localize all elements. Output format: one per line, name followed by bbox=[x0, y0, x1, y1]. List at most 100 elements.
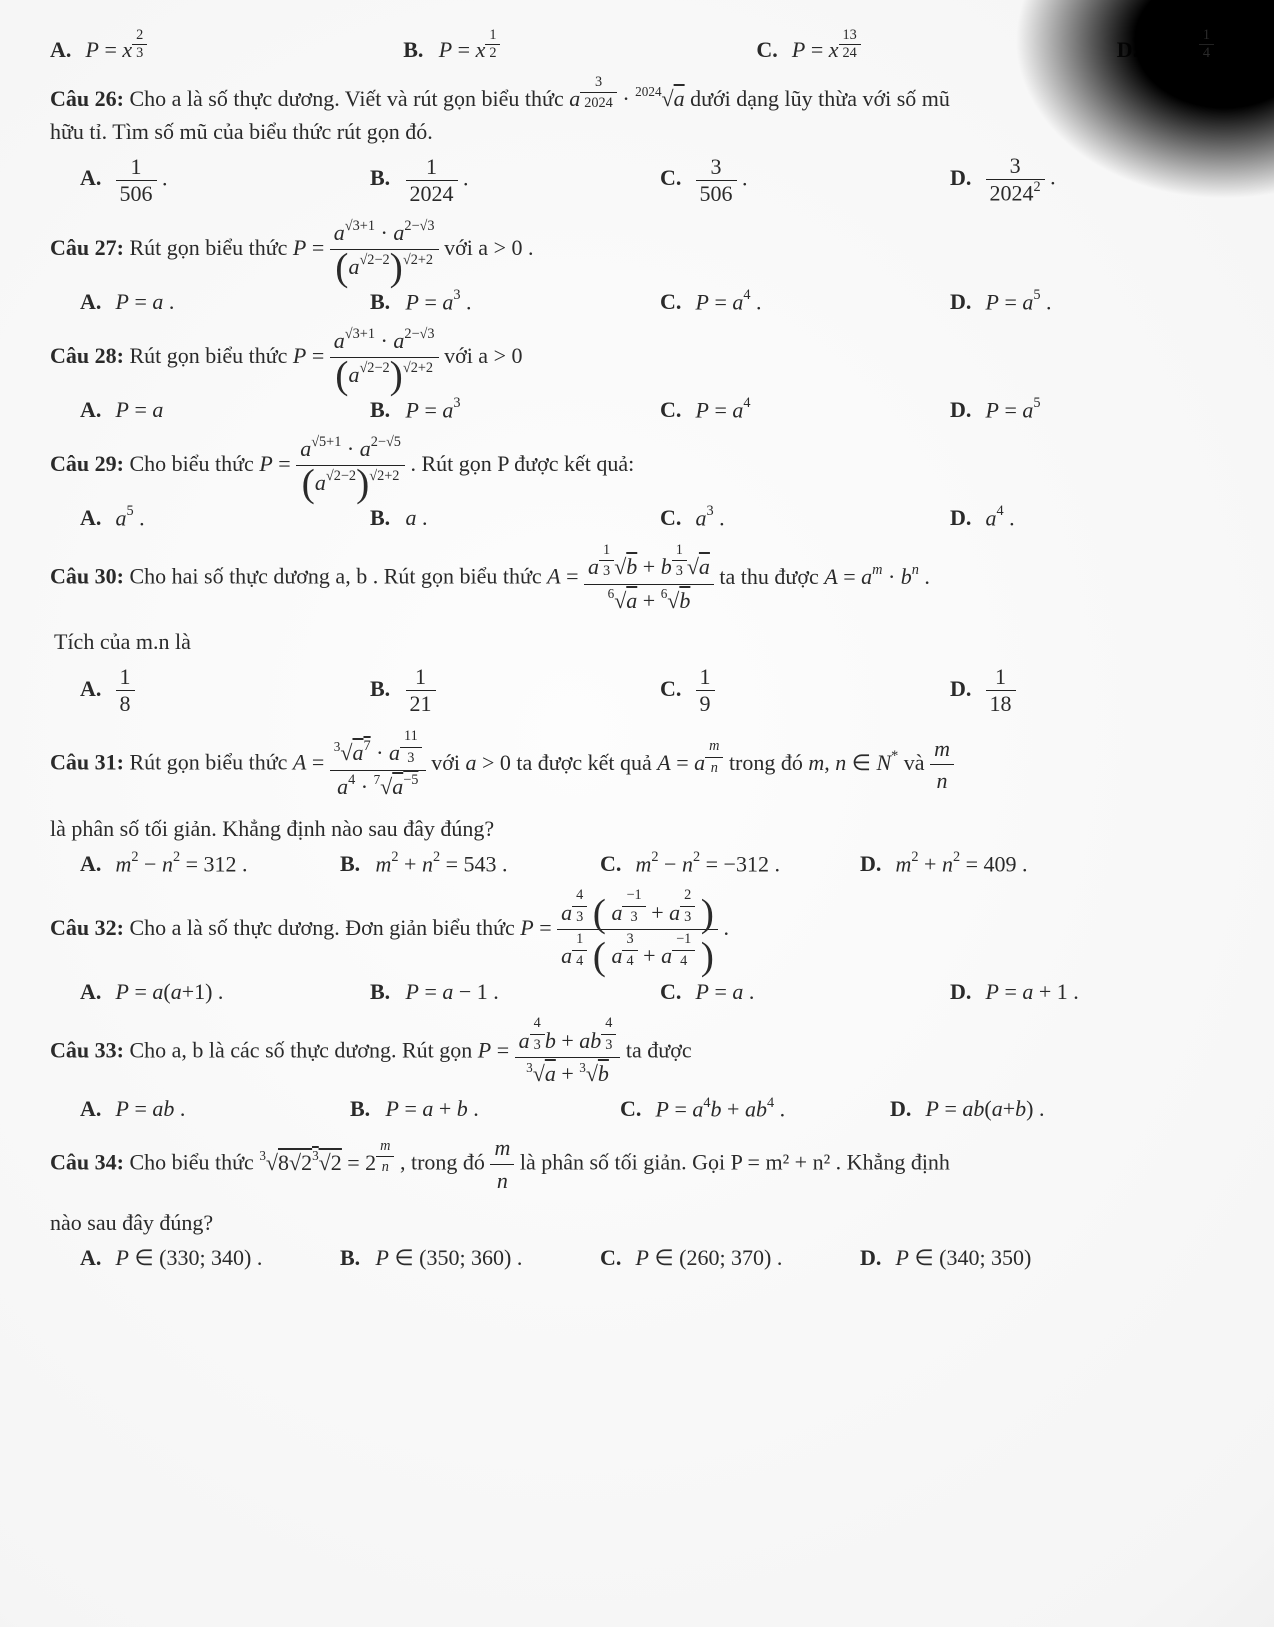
q31-tail: với a > 0 ta được kết quả A = amn trong … bbox=[431, 750, 954, 775]
q32-label: Câu 32: bbox=[50, 915, 124, 940]
q34-options: A. P ∈ (330; 340) . B. P ∈ (350; 360) . … bbox=[80, 1245, 1214, 1271]
q32-frac: a43 ( a−13 + a23 ) a14 ( a34 + a−14 ) bbox=[557, 887, 718, 973]
q28-options: A. P = a B. P = a3 C. P = a4 D. P = a5 bbox=[80, 397, 1214, 423]
q32-stem: Câu 32: Cho a là số thực dương. Đơn giản… bbox=[50, 887, 1214, 973]
opt-label: C. bbox=[660, 505, 690, 531]
opt-label: D. bbox=[950, 289, 980, 315]
opt-label: A. bbox=[80, 397, 110, 423]
q34-C: C. P ∈ (260; 370) . bbox=[600, 1245, 820, 1271]
q27-tail: với a > 0 . bbox=[444, 235, 533, 260]
q27-den: (a√2−2)√2+2 bbox=[330, 250, 439, 283]
q33-text: Cho a, b là các số thực dương. Rút gọn bbox=[129, 1037, 477, 1062]
q30-stem: Câu 30: Cho hai số thực dương a, b . Rút… bbox=[50, 541, 1214, 616]
den: 2024 bbox=[406, 181, 458, 207]
q28-frac: a√3+1 · a2−√3 (a√2−2)√2+2 bbox=[330, 325, 439, 391]
opt-label: C. bbox=[660, 289, 690, 315]
num: 1 bbox=[406, 154, 458, 181]
q28-tail: với a > 0 bbox=[444, 343, 522, 368]
opt-label: C. bbox=[660, 397, 690, 423]
q32-text: Cho a là số thực dương. Đơn giản biểu th… bbox=[129, 915, 520, 940]
opt-expr: P = x23 bbox=[86, 37, 148, 62]
frac: 12024 bbox=[406, 154, 458, 207]
q29-A: A. a5 . bbox=[80, 505, 300, 531]
q28-B: B. P = a3 bbox=[370, 397, 590, 423]
opt-label: A. bbox=[80, 505, 110, 531]
q34-text-a: Cho biểu thức bbox=[129, 1150, 259, 1175]
q33-B: B. P = a + b . bbox=[350, 1096, 570, 1122]
opt-label: B. bbox=[370, 165, 400, 191]
q27-C: C. P = a4 . bbox=[660, 289, 880, 315]
q34-expr: 3√8√23√2 = 2mn bbox=[259, 1150, 394, 1175]
opt-label: D. bbox=[860, 851, 890, 877]
q31-B: B. m2 + n2 = 543 . bbox=[340, 851, 560, 877]
opt-label: D. bbox=[1117, 37, 1147, 63]
frac: 320242 bbox=[986, 153, 1045, 206]
den: 8 bbox=[116, 691, 135, 717]
opt-label: A. bbox=[50, 37, 80, 63]
q29-den: (a√2−2)√2+2 bbox=[296, 466, 405, 499]
q33-stem: Câu 33: Cho a, b là các số thực dương. R… bbox=[50, 1015, 1214, 1090]
q28-label: Câu 28: bbox=[50, 343, 124, 368]
q28-D: D. P = a5 bbox=[950, 397, 1170, 423]
opt-label: C. bbox=[620, 1096, 650, 1122]
opt-label: B. bbox=[370, 979, 400, 1005]
q33-num: a43b + ab43 bbox=[515, 1015, 621, 1058]
q34-D: D. P ∈ (340; 350) bbox=[860, 1245, 1080, 1271]
num: 1 bbox=[986, 664, 1016, 691]
opt-label: D. bbox=[890, 1096, 920, 1122]
q33-options: A. P = ab . B. P = a + b . C. P = a4b + … bbox=[80, 1096, 1214, 1122]
q29-C: C. a3 . bbox=[660, 505, 880, 531]
frac: 3506 bbox=[696, 154, 737, 207]
q26-expr: a32024 · 2024√a bbox=[569, 86, 684, 111]
q30-text: Cho hai số thực dương a, b . Rút gọn biể… bbox=[129, 564, 547, 589]
q28-den: (a√2−2)√2+2 bbox=[330, 358, 439, 391]
opt-label: B. bbox=[370, 289, 400, 315]
q31-line2: là phân số tối giản. Khẳng định nào sau … bbox=[50, 813, 1214, 845]
opt-label: B. bbox=[370, 397, 400, 423]
opt-label: A. bbox=[80, 979, 110, 1005]
q31-D: D. m2 + n2 = 409 . bbox=[860, 851, 1080, 877]
opt-label: A. bbox=[80, 851, 110, 877]
den: 506 bbox=[696, 181, 737, 207]
q33-D: D. P = ab(a+b) . bbox=[890, 1096, 1110, 1122]
opt-label: D. bbox=[860, 1245, 890, 1271]
q32-B: B. P = a − 1 . bbox=[370, 979, 590, 1005]
den: 506 bbox=[116, 181, 157, 207]
opt-label: C. bbox=[600, 1245, 630, 1271]
num: 3 bbox=[696, 154, 737, 181]
opt-label: B. bbox=[350, 1096, 380, 1122]
q26-text-1: Cho a là số thực dương. Viết và rút gọn … bbox=[129, 86, 569, 111]
opt-label: B. bbox=[340, 851, 370, 877]
q32-C: C. P = a . bbox=[660, 979, 880, 1005]
q27-D: D. P = a5 . bbox=[950, 289, 1170, 315]
opt-label: B. bbox=[370, 505, 400, 531]
opt-label: C. bbox=[600, 851, 630, 877]
q33-tail: ta được bbox=[626, 1037, 692, 1062]
q31-stem: Câu 31: Rút gọn biểu thức A = 3√a7 · a11… bbox=[50, 727, 1214, 802]
q31-C: C. m2 − n2 = −312 . bbox=[600, 851, 820, 877]
q30-den: 6√a + 6√b bbox=[584, 585, 714, 617]
q30-label: Câu 30: bbox=[50, 564, 124, 589]
opt-label: B. bbox=[403, 37, 433, 63]
q32-A: A. P = a(a+1) . bbox=[80, 979, 300, 1005]
q32-den: a14 ( a34 + a−14 ) bbox=[557, 930, 718, 972]
opt-label: C. bbox=[660, 165, 690, 191]
q26-C: C. 3506 . bbox=[660, 154, 880, 207]
q34-label: Câu 34: bbox=[50, 1150, 124, 1175]
opt-label: A. bbox=[80, 1245, 110, 1271]
den: 18 bbox=[986, 691, 1016, 717]
top-option-c: C. P = x1324 bbox=[756, 28, 860, 63]
opt-label: A. bbox=[80, 1096, 110, 1122]
q31-num: 3√a7 · a113 bbox=[330, 727, 426, 770]
opt-label: D. bbox=[950, 979, 980, 1005]
q33-C: C. P = a4b + ab4 . bbox=[620, 1096, 840, 1122]
q28-stem: Câu 28: Rút gọn biểu thức P = a√3+1 · a2… bbox=[50, 325, 1214, 391]
q33-label: Câu 33: bbox=[50, 1037, 124, 1062]
q26-text-1b: dưới dạng lũy thừa với số mũ bbox=[690, 86, 950, 111]
opt-label: C. bbox=[660, 676, 690, 702]
q34-A: A. P ∈ (330; 340) . bbox=[80, 1245, 300, 1271]
q30-num: a13√b + b13√a bbox=[584, 541, 714, 584]
top-option-a: A. P = x23 bbox=[50, 28, 147, 63]
q26-text-2: hữu tỉ. Tìm số mũ của biểu thức rút gọn … bbox=[50, 119, 433, 144]
q32-D: D. P = a + 1 . bbox=[950, 979, 1170, 1005]
